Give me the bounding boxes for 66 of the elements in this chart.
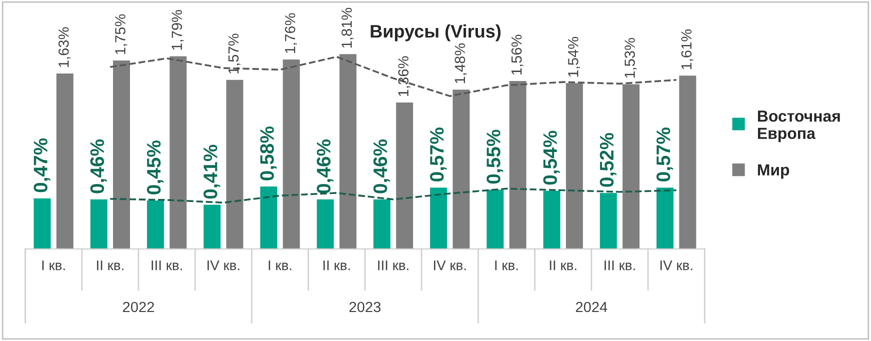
- data-label: 1,54%: [568, 36, 580, 77]
- chart-title: Вирусы (Virus): [370, 24, 501, 42]
- bar: [226, 80, 244, 249]
- bar: [622, 84, 640, 249]
- data-label: 0,45%: [146, 140, 164, 194]
- x-tick-label: II кв.: [550, 260, 576, 270]
- data-label: 1,79%: [172, 10, 184, 50]
- bar: [56, 73, 74, 249]
- bar: [509, 80, 526, 249]
- data-label: 0,46%: [373, 139, 390, 194]
- x-tick-label: II кв.: [323, 260, 350, 270]
- data-label: 1,57%: [228, 34, 240, 74]
- bar: [679, 76, 696, 249]
- data-label: 1,56%: [511, 34, 524, 74]
- data-label: 1,61%: [681, 29, 694, 70]
- data-label: 1,81%: [342, 8, 354, 48]
- data-label: 1,63%: [58, 27, 71, 67]
- legend-label: Восточная Европа: [758, 110, 840, 142]
- bar: [170, 56, 187, 249]
- bar: [34, 198, 51, 249]
- data-label: 0,54%: [543, 130, 560, 185]
- x-tick-label: I кв.: [495, 260, 518, 270]
- data-label: 0,46%: [90, 139, 107, 194]
- bar: [146, 200, 164, 249]
- bar: [373, 199, 390, 249]
- data-label: 0,57%: [656, 128, 674, 182]
- bar: [396, 102, 414, 249]
- data-label: 0,52%: [600, 132, 616, 187]
- data-label: 0,47%: [34, 138, 50, 192]
- bar: [204, 204, 221, 249]
- text: 2024: [576, 302, 608, 312]
- legend-label: Мир: [758, 164, 790, 179]
- data-label: 1,48%: [454, 43, 467, 84]
- x-tick-label: I кв.: [42, 260, 65, 270]
- x-tick-label: IV кв.: [660, 260, 692, 270]
- data-label: 0,46%: [316, 139, 334, 194]
- bar: [486, 190, 504, 249]
- data-label: 0,58%: [260, 126, 277, 180]
- data-label: 1,36%: [398, 56, 410, 96]
- data-label: 1,75%: [115, 14, 128, 54]
- bar: [260, 186, 278, 249]
- bar: [543, 190, 560, 249]
- x-tick-label: I кв.: [268, 260, 292, 270]
- x-tick-label: IV кв.: [208, 260, 240, 270]
- bar: [656, 188, 674, 249]
- data-label: 1,53%: [624, 38, 637, 78]
- text: 2022: [123, 302, 154, 312]
- text: 2023: [349, 302, 381, 312]
- bar: [90, 199, 108, 249]
- bar: [452, 90, 470, 249]
- bar: [600, 192, 617, 249]
- x-tick-label: III кв.: [152, 260, 182, 270]
- data-label: 0,55%: [486, 130, 504, 184]
- x-tick-label: III кв.: [604, 260, 635, 270]
- bar: [339, 54, 356, 249]
- x-tick-label: III кв.: [378, 260, 408, 270]
- data-label: 0,41%: [204, 144, 220, 199]
- x-tick-label: IV кв.: [434, 260, 466, 270]
- x-tick-label: II кв.: [97, 260, 124, 270]
- bar: [316, 199, 334, 249]
- bar: [113, 60, 130, 249]
- data-label: 1,76%: [284, 13, 297, 53]
- bar: [282, 59, 300, 249]
- bar: [430, 188, 448, 249]
- data-label: 0,57%: [430, 128, 447, 182]
- bar: [566, 83, 583, 249]
